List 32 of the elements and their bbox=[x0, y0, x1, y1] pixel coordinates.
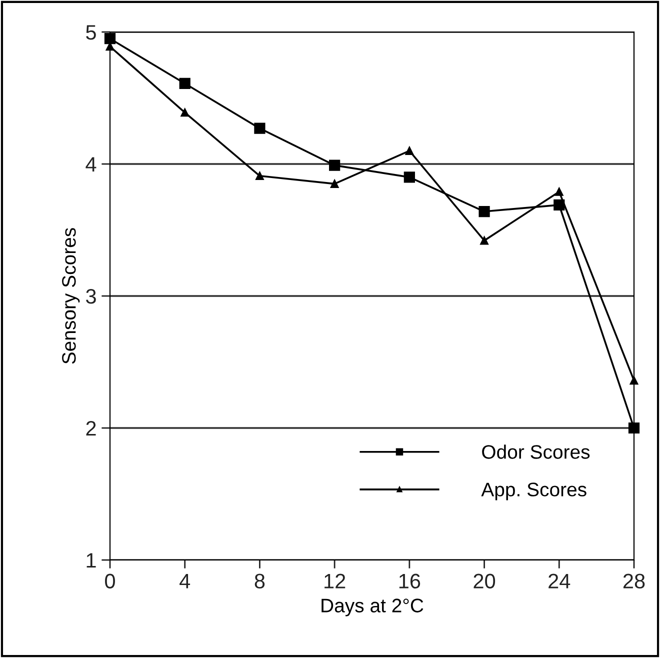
y-axis-title: Sensory Scores bbox=[62, 228, 80, 364]
point bbox=[630, 376, 638, 385]
x-tick-label: 4 bbox=[180, 574, 190, 588]
point bbox=[254, 122, 266, 134]
point bbox=[180, 108, 190, 117]
point bbox=[405, 146, 414, 155]
x-tick-label: 28 bbox=[623, 574, 645, 588]
point bbox=[478, 206, 490, 218]
point bbox=[628, 422, 640, 434]
legend-label: App. Scores bbox=[481, 482, 586, 500]
point bbox=[554, 188, 564, 196]
point bbox=[554, 199, 565, 210]
x-tick-label: 8 bbox=[254, 574, 265, 588]
point bbox=[330, 180, 339, 188]
point bbox=[179, 78, 190, 90]
x-tick-label: 16 bbox=[399, 574, 420, 588]
x-tick-label: 0 bbox=[105, 574, 115, 588]
point bbox=[329, 160, 340, 171]
x-tick-label: 24 bbox=[548, 574, 570, 588]
legend-label: Odor Scores bbox=[482, 444, 590, 459]
point bbox=[480, 236, 488, 245]
point bbox=[404, 172, 415, 183]
x-tick-label: 12 bbox=[324, 574, 346, 588]
y-tick-label: 4 bbox=[86, 157, 96, 172]
y-tick-label: 1 bbox=[86, 553, 96, 568]
point bbox=[104, 33, 116, 44]
y-tick-label: 2 bbox=[86, 421, 96, 436]
point bbox=[256, 172, 264, 180]
x-axis-title: Days at 2°C bbox=[322, 598, 424, 616]
x-tick-label: 20 bbox=[474, 574, 496, 588]
y-tick-label: 3 bbox=[86, 289, 96, 304]
y-tick-label: 5 bbox=[86, 25, 96, 40]
